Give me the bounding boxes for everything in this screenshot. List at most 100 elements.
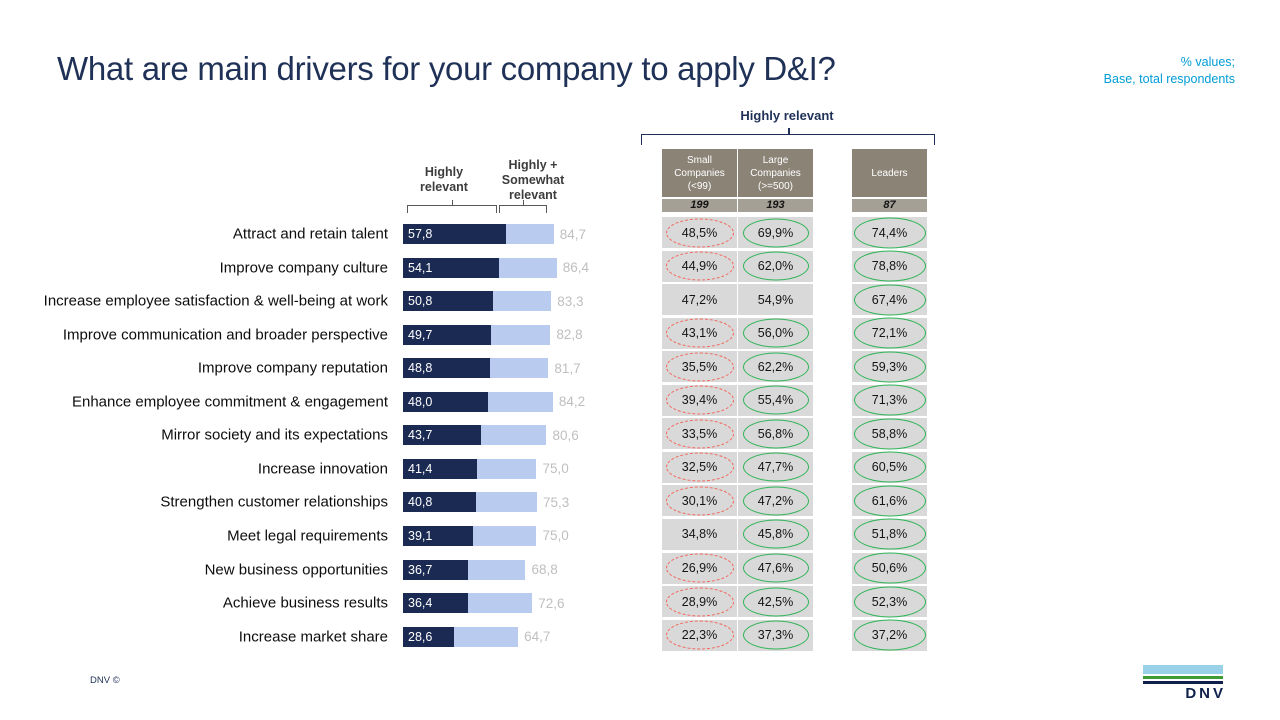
table-header-large-companies: Large Companies (>=500) — [738, 149, 813, 197]
bar-row: Improve communication and broader perspe… — [0, 318, 640, 352]
bar-segment-somewhat-relevant — [467, 593, 533, 614]
table-cell: 37,2% — [852, 619, 927, 651]
bar-total-value: 75,3 — [543, 494, 570, 510]
category-label: Increase innovation — [257, 460, 388, 478]
bar-segment-somewhat-relevant — [499, 257, 557, 278]
note-line-2: Base, total respondents — [1103, 71, 1235, 86]
table-cell: 62,0% — [738, 250, 813, 282]
category-label: New business opportunities — [204, 561, 388, 578]
bar-segment-somewhat-relevant — [453, 626, 519, 647]
category-label: Attract and retain talent — [232, 225, 388, 243]
dnv-logo-text: DNV — [1185, 685, 1226, 702]
green-ellipse — [853, 284, 926, 316]
bar-rows: Attract and retain talent 57,8 84,7 Improve… — [0, 217, 640, 657]
bar-segment-highly-relevant: 28,6 — [403, 626, 454, 647]
bar-segment-somewhat-relevant — [472, 525, 537, 546]
table-cell: 30,1% — [662, 485, 737, 517]
green-ellipse — [742, 352, 809, 382]
bar-segment-highly-relevant: 48,8 — [403, 358, 490, 379]
bar-segment-somewhat-relevant — [493, 291, 552, 312]
stacked-bar: 41,4 75,0 — [403, 458, 569, 479]
stacked-bar: 48,8 81,7 — [403, 358, 581, 379]
bar-segment-somewhat-relevant — [476, 458, 537, 479]
table-header-small-companies: Small Companies (<99) — [662, 149, 737, 197]
category-label: Mirror society and its expectations — [161, 426, 388, 444]
red-dashed-ellipse — [665, 352, 734, 382]
table-cell: 54,9% — [738, 284, 813, 316]
red-dashed-ellipse — [665, 318, 734, 348]
table-cell: 22,3% — [662, 619, 737, 651]
bar-total-value: 83,3 — [557, 293, 584, 309]
series-header-highly-somewhat-relevant: Highly + Somewhat relevant — [501, 158, 565, 202]
stacked-bar: 50,8 83,3 — [403, 291, 584, 312]
table-cell: 47,2% — [662, 284, 737, 316]
category-label: Achieve business results — [222, 594, 388, 612]
series-header-highly-relevant: Highly relevant — [420, 165, 468, 194]
green-ellipse — [853, 552, 926, 584]
table-cell: 78,8% — [852, 250, 927, 282]
table-cell: 37,3% — [738, 619, 813, 651]
bar-segment-highly-relevant: 57,8 — [403, 224, 506, 244]
bar-segment-highly-relevant: 36,7 — [403, 559, 469, 580]
green-ellipse — [742, 385, 809, 415]
red-dashed-ellipse — [665, 218, 734, 247]
note-line-1: % values; — [1180, 55, 1235, 69]
red-dashed-ellipse — [665, 486, 734, 516]
table-cell: 67,4% — [852, 284, 927, 316]
table-cell: 47,7% — [738, 451, 813, 483]
table-cell: 72,1% — [852, 317, 927, 349]
table-cell: 60,5% — [852, 451, 927, 483]
stacked-bar: 48,0 84,2 — [403, 391, 586, 412]
table-cell: 74,4% — [852, 217, 927, 248]
table-cell: 47,2% — [738, 485, 813, 517]
table-cell: 42,5% — [738, 586, 813, 618]
stacked-bar: 36,7 68,8 — [403, 559, 558, 580]
table-cell: 61,6% — [852, 485, 927, 517]
category-label: Improve communication and broader perspe… — [62, 326, 388, 344]
bar-total-value: 81,7 — [554, 360, 581, 376]
stacked-bar: 57,8 84,7 — [403, 224, 586, 244]
bar-segment-somewhat-relevant — [491, 324, 551, 345]
bar-row: Strengthen customer relationships 40,8 75,… — [0, 485, 640, 519]
bar-segment-highly-relevant: 36,4 — [403, 593, 468, 614]
red-dashed-ellipse — [665, 385, 734, 415]
bar-total-value: 80,6 — [552, 427, 579, 443]
bar-row: Improve company reputation 48,8 81,7 — [0, 351, 640, 385]
table-cell: 45,8% — [738, 518, 813, 550]
bar-total-value: 84,2 — [558, 394, 586, 410]
bar-segment-highly-relevant: 43,7 — [403, 425, 481, 446]
bar-total-value: 64,7 — [524, 629, 551, 645]
table-cell: 35,5% — [662, 351, 737, 383]
stacked-bar: 36,4 72,6 — [403, 593, 564, 614]
bar-row: Mirror society and its expectations 43,7 8… — [0, 418, 640, 452]
table-cell: 39,4% — [662, 384, 737, 416]
bar-row: Enhance employee commitment & engagement… — [0, 385, 640, 419]
table-cell: 51,8% — [852, 518, 927, 550]
table-cell-value: 34,8% — [681, 527, 718, 542]
green-ellipse — [742, 419, 809, 449]
bar-total-value: 82,8 — [556, 327, 583, 343]
base-leaders: 87 — [852, 199, 927, 212]
bar-segment-highly-relevant: 50,8 — [403, 291, 494, 312]
bar-segment-somewhat-relevant — [505, 224, 554, 244]
bar-row: Attract and retain talent 57,8 84,7 — [0, 217, 640, 251]
bar-segment-highly-relevant: 48,0 — [403, 391, 489, 412]
table-cell-value: 47,2% — [681, 292, 718, 307]
red-dashed-ellipse — [665, 620, 734, 650]
table-cell: 56,8% — [738, 418, 813, 450]
bracket-highly-somewhat-relevant — [499, 200, 547, 213]
bar-segment-highly-relevant: 39,1 — [403, 525, 473, 546]
bar-segment-somewhat-relevant — [468, 559, 526, 580]
bar-row: Increase innovation 41,4 75,0 — [0, 452, 640, 486]
bar-row: Improve company culture 54,1 86,4 — [0, 251, 640, 285]
table-cell: 43,1% — [662, 317, 737, 349]
table-cell: 52,3% — [852, 586, 927, 618]
base-small-companies: 199 — [662, 199, 737, 212]
green-ellipse — [742, 251, 809, 281]
table-cell: 26,9% — [662, 552, 737, 584]
bar-total-value: 68,8 — [531, 562, 558, 577]
stacked-bar: 49,7 82,8 — [403, 324, 583, 345]
bar-segment-somewhat-relevant — [475, 492, 538, 513]
bar-segment-somewhat-relevant — [480, 425, 547, 446]
